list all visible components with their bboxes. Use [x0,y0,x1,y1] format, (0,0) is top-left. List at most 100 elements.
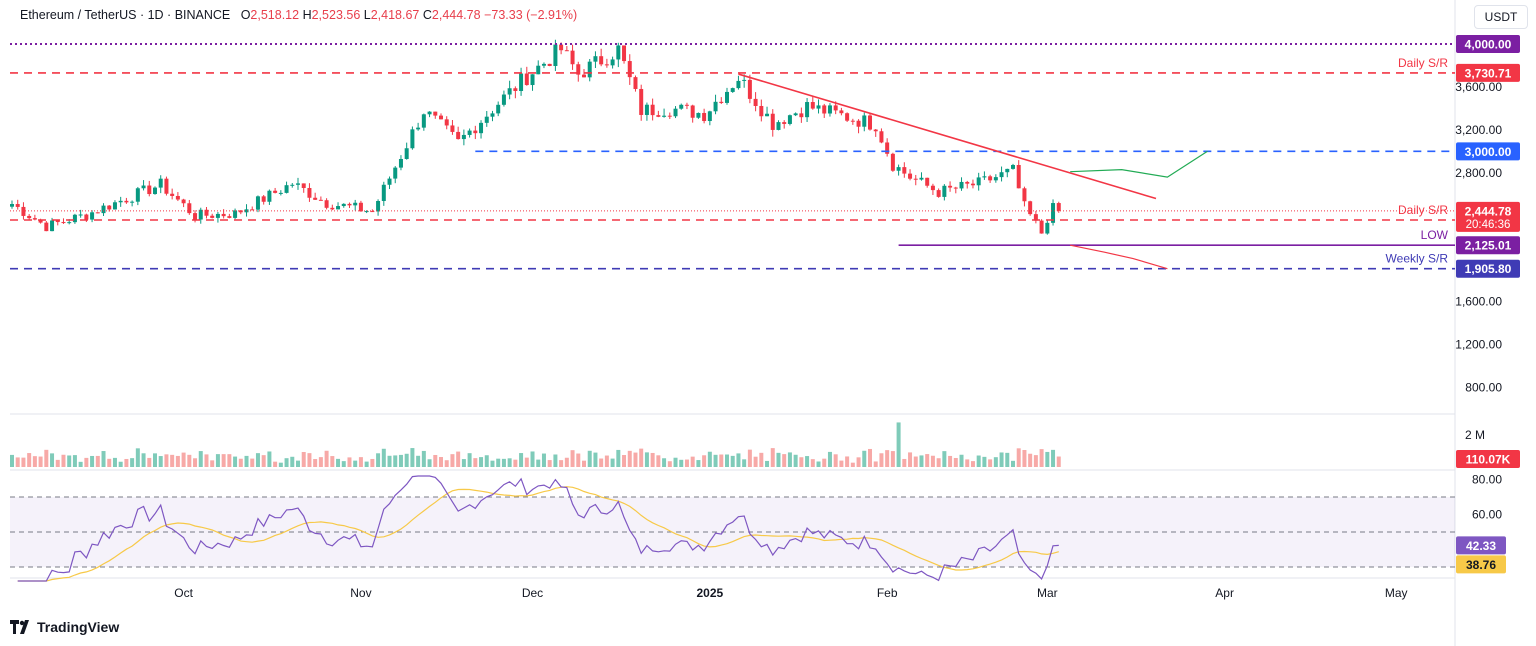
volume-bar [330,456,335,467]
level-price-tag: 3,000.00 [1465,145,1512,159]
rsi-value-tag-bg [1456,536,1506,555]
candle-body [112,202,117,210]
open-value: 2,518.12 [250,8,300,22]
candle-body [290,184,295,186]
volume-bar [713,454,718,467]
volume-bar [341,461,346,467]
volume-bar [747,449,752,467]
bullish-projection [1070,150,1208,178]
volume-bar [627,450,632,467]
volume-bar [982,456,987,467]
volume-bar [587,450,592,467]
candle-body [725,91,729,103]
candle-body [135,188,140,202]
candle-body [730,88,735,92]
candle-body [78,214,83,216]
candle-body [1016,164,1021,189]
time-tick-label: Feb [877,586,898,600]
price-tick-label: 1,200.00 [1455,337,1502,351]
volume-bar [95,455,100,467]
volume-bar [67,455,72,467]
volume-bar [255,453,260,467]
candle-body [496,104,501,114]
volume-bar [690,456,695,467]
currency-button[interactable]: USDT [1474,5,1528,29]
level-label: Daily S/R [1398,56,1448,70]
candle-body [862,115,867,127]
volume-bar [862,450,867,467]
volume-bar [730,455,735,467]
volume-bar [919,455,924,467]
volume-bar [221,454,226,467]
candle-body [147,185,152,195]
candle-body [1033,214,1038,221]
candle-body [336,206,341,210]
volume-bar [284,458,289,467]
volume-bar [370,458,375,467]
candle-body [141,185,146,189]
candle-body [439,115,443,120]
volume-bar [210,460,215,467]
volume-bar [421,450,426,467]
candle-body [839,110,844,114]
candle-body [799,113,804,118]
volume-bar [908,452,913,467]
candle-body [959,181,964,189]
volume-bar [667,461,672,467]
candle-body [118,200,123,203]
volume-bar [170,454,175,467]
candle-body [32,218,37,220]
volume-bar [376,453,381,467]
high-label: H [302,8,312,22]
volume-bar [313,459,318,467]
tradingview-logo[interactable]: TradingView [10,619,119,635]
candle-body [461,134,466,140]
volume-bar [410,448,415,467]
candle-body [696,112,701,118]
countdown-label: 20:46:36 [1466,219,1511,231]
volume-bar [473,458,478,467]
candle-body [873,129,878,132]
price-tick-label: 800.00 [1465,380,1502,394]
symbol-title: Ethereum / TetherUS · 1D · BINANCE [20,8,231,22]
volume-bar [770,448,775,467]
volume-bar [850,462,855,467]
rsi-tick-label: 60.00 [1472,508,1502,522]
volume-bar [759,452,764,467]
candle-body [1045,222,1050,234]
chart-header: Ethereum / TetherUS · 1D · BINANCE O2,51… [20,8,577,22]
candle-body [593,56,598,62]
price-tick-label: 3,600.00 [1455,80,1502,94]
volume-bar [181,452,186,467]
volume-bar [970,461,975,467]
volume-bar [662,458,667,467]
candle-body [684,104,689,106]
low-label: L [363,8,371,22]
candle-body [787,115,792,124]
volume-bar [547,460,552,467]
candle-body [707,111,712,122]
volume-bar [15,457,20,467]
candle-body [633,77,638,89]
candle-body [976,177,981,186]
volume-bar [32,456,37,467]
volume-bar [885,450,890,467]
rsi-ma-tag-bg [1456,555,1506,574]
candle-body [833,105,838,111]
candle-body [913,178,918,180]
volume-bar [227,454,232,467]
last-price-tag-bg [1456,201,1520,232]
candle-body [164,178,169,194]
price-tick-label: 3,200.00 [1455,123,1502,137]
candle-body [490,113,495,117]
candle-body [765,113,770,117]
volume-bar [301,452,306,467]
time-tick-label: May [1385,586,1408,600]
volume-group [10,422,1061,467]
candle-body [221,213,226,217]
volume-bar [364,461,369,467]
candle-body [1028,201,1033,215]
volume-bar [164,454,169,467]
volume-bar [639,448,644,467]
